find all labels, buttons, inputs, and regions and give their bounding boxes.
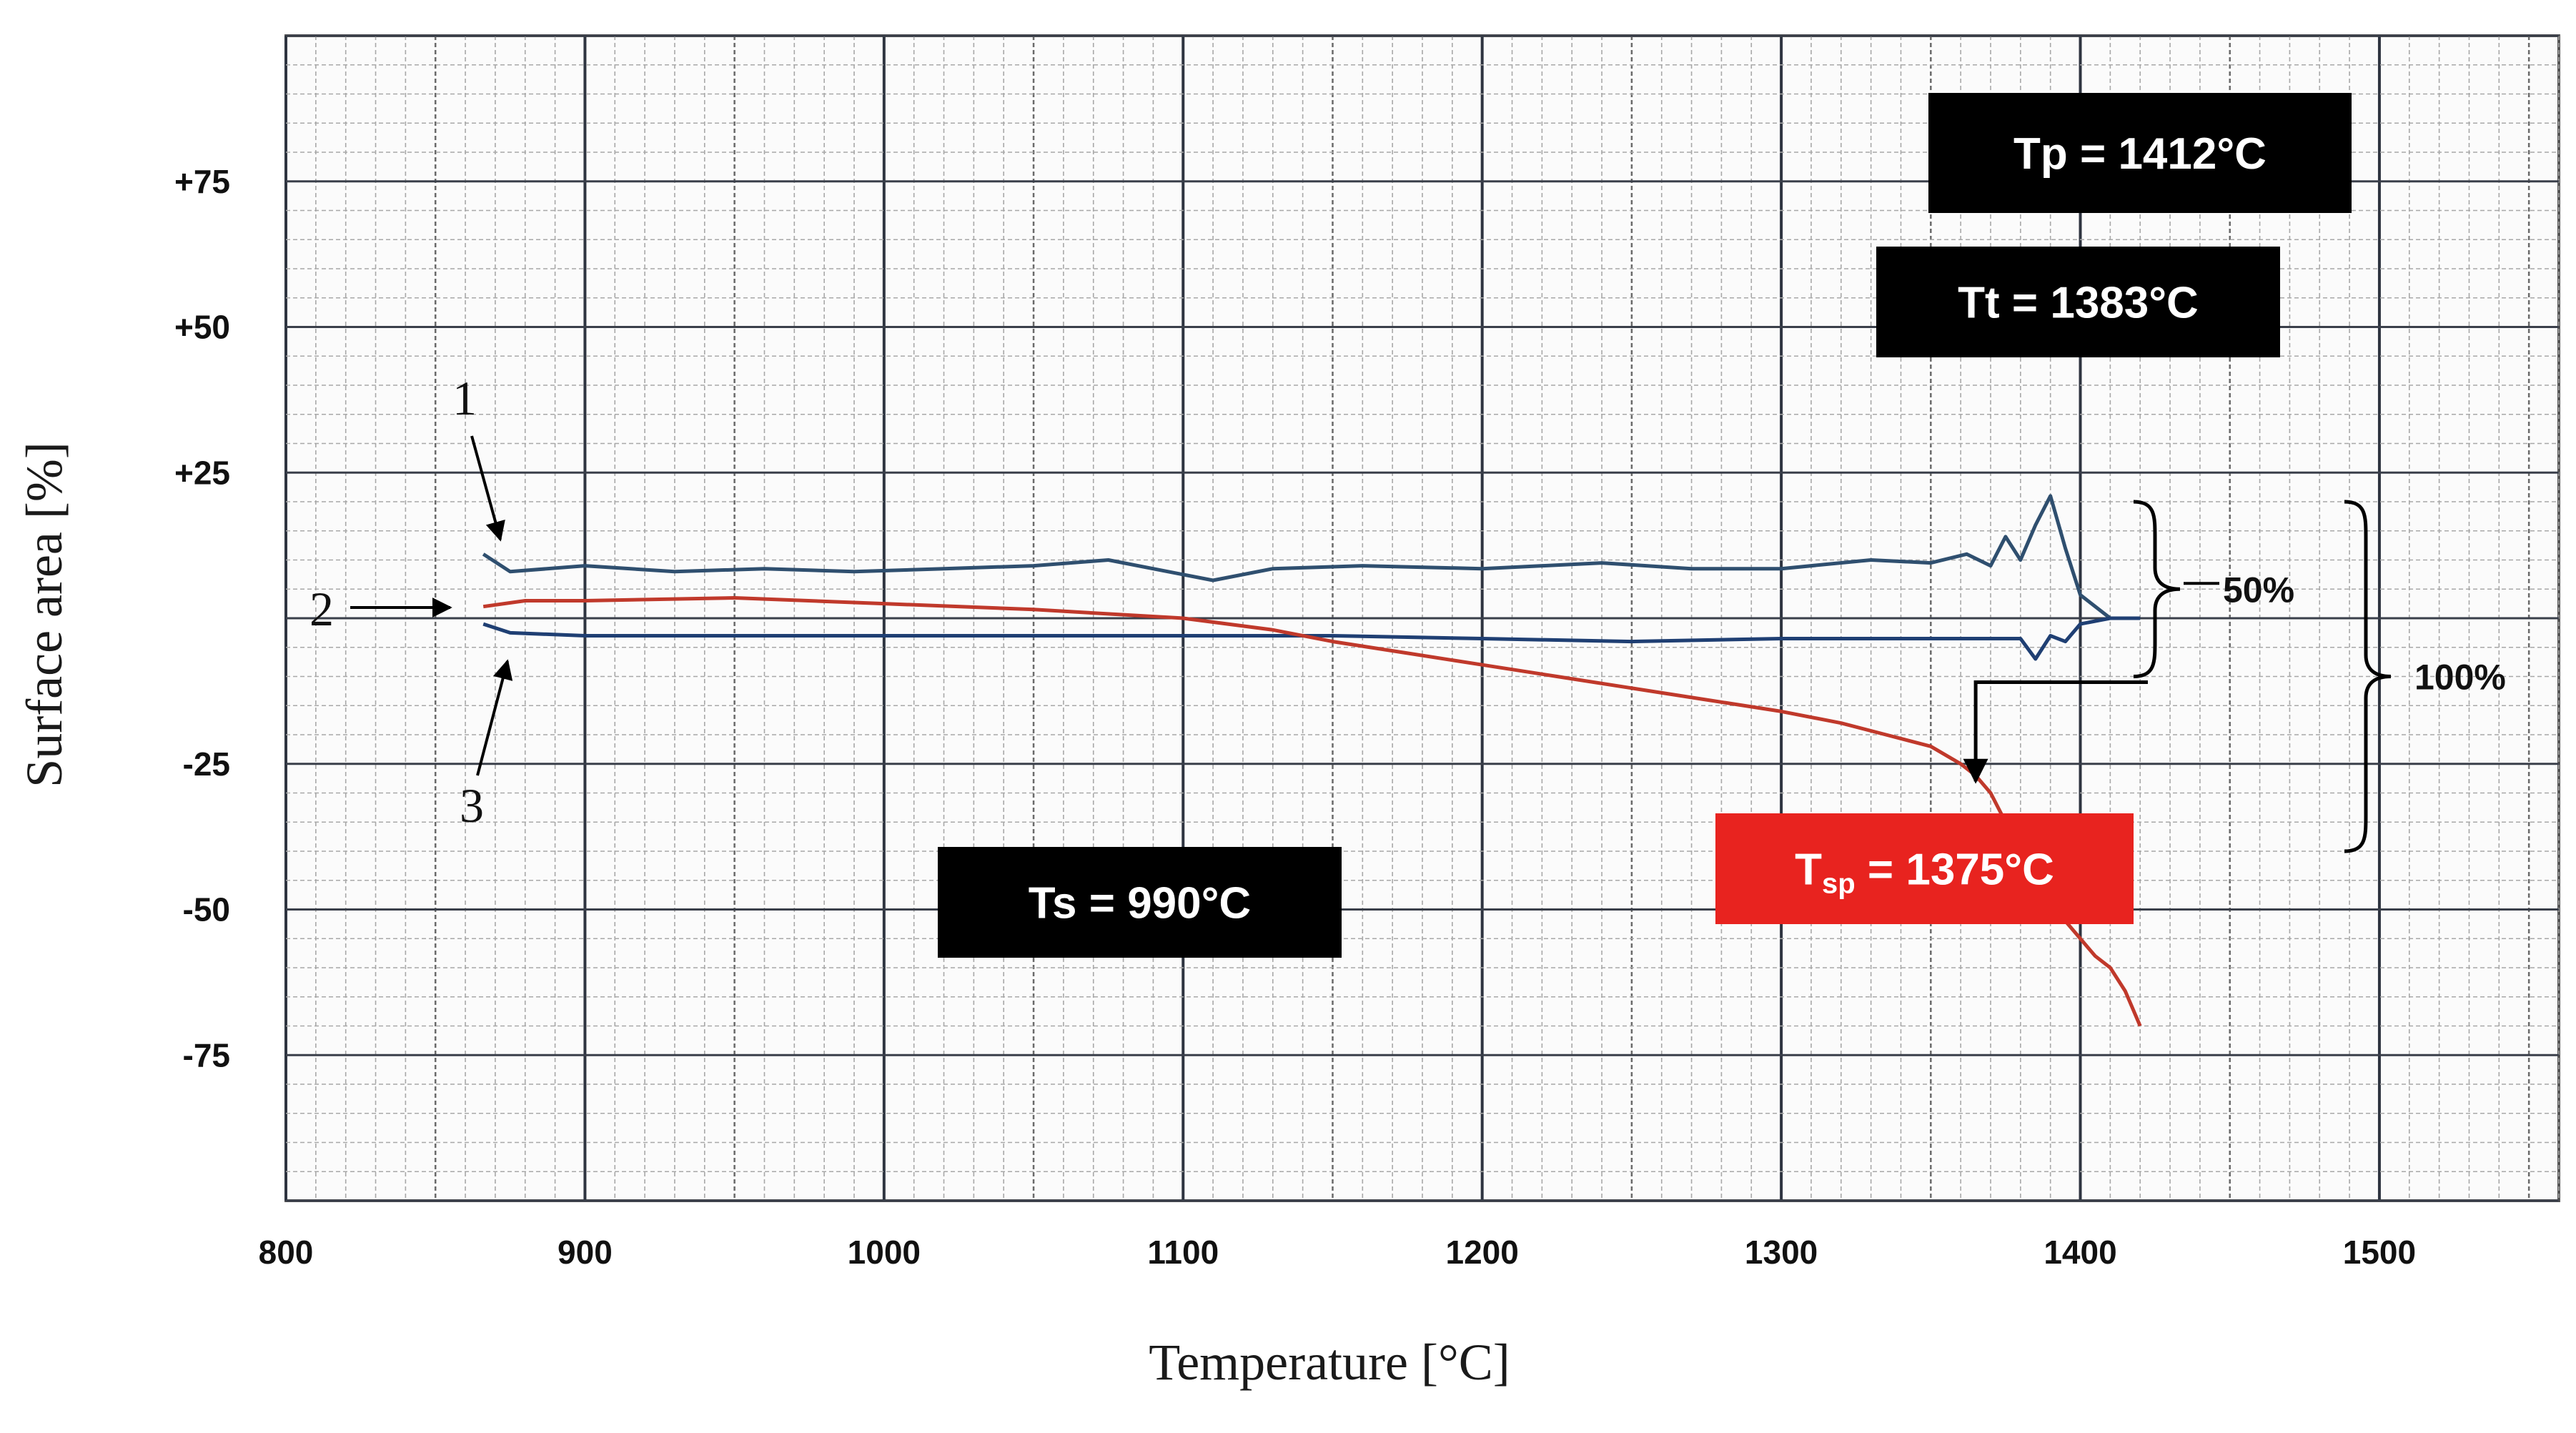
y-tick-label: -50 [183,891,230,928]
annotation-text-tsp: Tsp = 1375°C [1795,846,2054,900]
annotation-text-tp: Tp = 1412°C [2013,129,2267,179]
x-tick-label: 1300 [1745,1234,1818,1271]
annotation-box-tsp [1715,813,2134,924]
annotation-box-tp [1928,93,2352,213]
y-tick-label: +75 [174,163,230,200]
bracket-label-50: 50% [2223,570,2294,610]
curve-label-1: 1 [452,371,477,425]
curve-label-2: 2 [309,582,334,636]
y-axis-title: Surface area [%] [16,442,73,788]
x-tick-label: 1200 [1446,1234,1519,1271]
annotation-text-ts: Ts = 990°C [1029,879,1251,928]
curve-pointer-1 [470,435,505,542]
annotation-tsp: Tsp = 1375°C [1715,813,2134,924]
curve-pointer-3 [476,659,513,776]
x-axis-title: Temperature [°C] [1149,1334,1510,1391]
x-tick-label: 1400 [2044,1234,2116,1271]
series-line-1 [482,494,2141,620]
y-tick-label: +50 [174,309,230,346]
bracket-100 [2344,500,2392,853]
bracket-50 [2133,500,2181,678]
bracket-label-100: 100% [2414,658,2506,698]
annotation-box-ts [938,847,1342,958]
x-tick-label: 1500 [2343,1234,2416,1271]
x-tick-label: 800 [259,1234,314,1271]
indicator-arrow [1963,680,2148,784]
curve-label-3: 3 [460,778,484,833]
x-tick-label: 1000 [848,1234,921,1271]
annotation-box-tt [1876,247,2280,357]
series-line-3 [482,616,2141,661]
y-tick-label: -75 [183,1036,230,1073]
x-tick-label: 900 [558,1234,613,1271]
x-tick-label: 1100 [1147,1234,1219,1271]
y-tick-label: +25 [174,454,230,491]
annotation-tt: Tt = 1383°C [1876,247,2280,357]
annotation-tp: Tp = 1412°C [1928,93,2352,213]
annotation-text-tt: Tt = 1383°C [1958,279,2199,328]
annotation-ts: Ts = 990°C [938,847,1342,958]
y-tick-label: -25 [183,745,230,783]
